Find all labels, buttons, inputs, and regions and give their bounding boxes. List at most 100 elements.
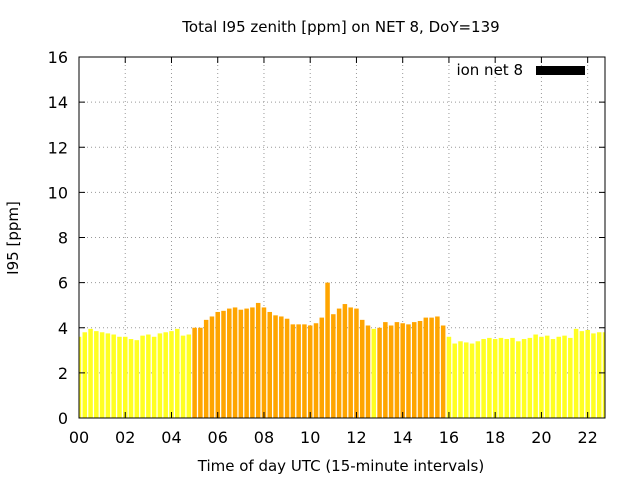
bar — [365, 325, 371, 418]
x-tick-label: 18 — [485, 428, 505, 447]
bar — [562, 335, 567, 418]
bar — [596, 332, 602, 418]
bar — [516, 341, 521, 418]
y-tick-label: 8 — [58, 229, 68, 248]
bar — [487, 337, 492, 418]
bar — [498, 337, 504, 418]
bar — [550, 339, 556, 418]
y-tick-label: 6 — [58, 274, 68, 293]
bar — [539, 336, 544, 418]
x-tick-label: 14 — [393, 428, 413, 447]
bar — [209, 316, 215, 418]
bar — [510, 337, 515, 418]
bar — [336, 308, 342, 418]
bar — [290, 324, 296, 418]
x-tick-label: 08 — [254, 428, 274, 447]
bar — [227, 308, 232, 418]
bar — [371, 328, 377, 418]
bar — [122, 336, 128, 418]
bar — [302, 324, 307, 418]
bar — [533, 334, 538, 418]
y-tick-label: 0 — [58, 409, 68, 428]
bar — [255, 302, 261, 418]
bar — [406, 324, 411, 418]
bar — [313, 323, 319, 418]
bar — [568, 337, 573, 418]
bar — [105, 333, 111, 418]
bar — [573, 328, 579, 418]
bar — [284, 318, 290, 418]
bar — [169, 331, 174, 418]
bar — [82, 332, 88, 418]
bar — [440, 325, 446, 418]
legend-label: ion net 8 — [456, 61, 523, 79]
bar — [261, 307, 267, 418]
bar — [591, 333, 596, 418]
bar — [342, 304, 348, 418]
y-tick-label: 16 — [48, 48, 68, 67]
x-tick-label: 00 — [69, 428, 89, 447]
bar — [250, 307, 255, 418]
bar — [527, 337, 533, 418]
bar — [180, 335, 186, 418]
bar — [429, 317, 434, 418]
bar — [423, 317, 429, 418]
bar — [331, 314, 336, 418]
y-tick-label: 12 — [48, 138, 68, 157]
bar — [492, 339, 498, 418]
bar — [602, 332, 605, 418]
bars — [79, 282, 605, 418]
bar — [151, 336, 157, 418]
bar — [273, 315, 278, 418]
bar — [475, 341, 481, 418]
bar — [221, 310, 226, 418]
bar — [400, 323, 405, 418]
bar — [198, 327, 203, 418]
bar — [215, 311, 220, 418]
bar — [157, 333, 163, 418]
bar — [203, 319, 209, 418]
bar — [186, 334, 192, 418]
bar — [325, 282, 330, 418]
bar — [117, 336, 122, 418]
bar — [579, 331, 585, 418]
bar — [146, 334, 151, 418]
bar — [192, 327, 197, 418]
x-axis-label: Time of day UTC (15-minute intervals) — [197, 457, 484, 475]
bar — [435, 316, 440, 418]
bar — [377, 327, 382, 418]
bar — [544, 335, 550, 418]
bar — [128, 339, 134, 418]
x-tick-label: 20 — [531, 428, 551, 447]
bar — [175, 328, 180, 418]
bar — [140, 335, 145, 418]
x-tick-label: 06 — [208, 428, 228, 447]
x-tick-label: 04 — [161, 428, 181, 447]
legend: ion net 8 — [456, 61, 585, 79]
bar — [469, 343, 475, 418]
y-tick-label: 10 — [48, 183, 68, 202]
bar — [452, 343, 457, 418]
bar — [394, 322, 400, 418]
bar — [267, 311, 273, 418]
y-tick-label: 4 — [58, 319, 68, 338]
bar — [232, 307, 238, 418]
bar — [354, 308, 359, 418]
x-tick-label: 12 — [346, 428, 366, 447]
bar — [348, 307, 353, 418]
bar — [585, 330, 590, 418]
legend-swatch — [536, 66, 585, 75]
x-tick-label: 02 — [115, 428, 135, 447]
bar — [163, 332, 168, 418]
bar — [134, 340, 140, 418]
bar — [307, 325, 313, 418]
bar — [319, 317, 325, 418]
x-tick-label: 22 — [577, 428, 597, 447]
bar — [446, 336, 452, 418]
bar — [383, 322, 388, 418]
bar — [464, 342, 469, 418]
bar — [417, 320, 423, 418]
bar — [79, 336, 82, 418]
x-tick-label: 10 — [300, 428, 320, 447]
